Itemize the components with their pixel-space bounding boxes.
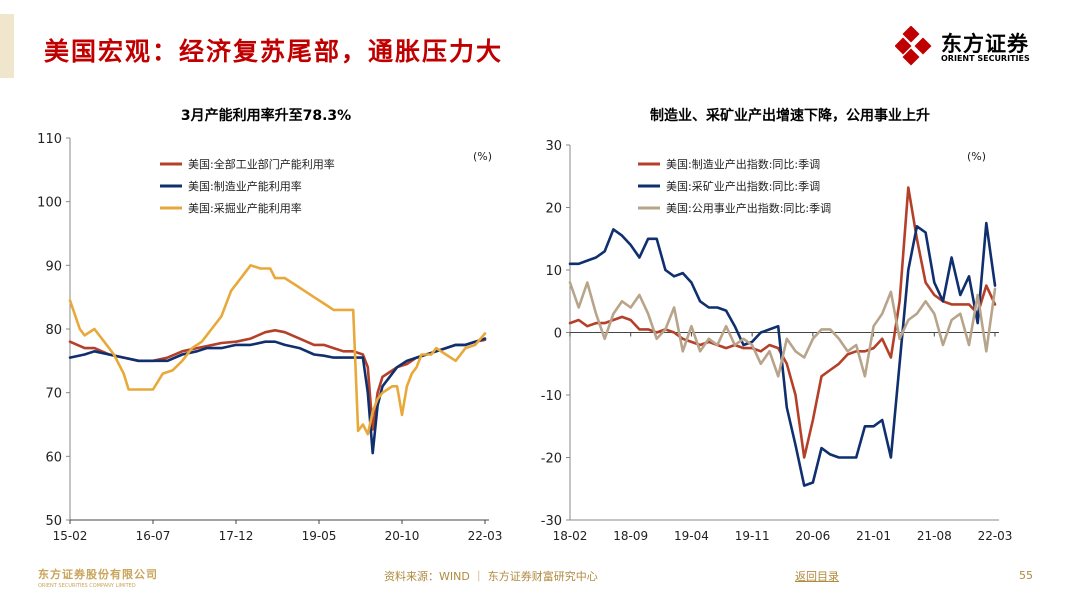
x-tick-label: 22-03 (978, 529, 1013, 543)
y-tick-label: 90 (45, 259, 62, 274)
x-tick-label: 19-04 (674, 529, 709, 543)
footer-company-en: ORIENT SECURITIES COMPANY LIMITED (38, 583, 136, 589)
y-tick-label: -10 (541, 389, 562, 404)
series-line-2 (68, 264, 487, 436)
chart-title: 3月产能利用率升至78.3% (181, 107, 351, 124)
series-line-0 (568, 186, 997, 459)
unit-label: (%) (967, 150, 986, 163)
data-source: 资料来源：WIND ｜ 东方证券财富研究中心 (384, 570, 598, 583)
y-tick-label: 110 (37, 132, 62, 147)
x-tick-label: 18-02 (553, 529, 588, 543)
legend-label-0: 美国:制造业产出指数:同比:季调 (666, 157, 820, 171)
y-tick-label: 0 (554, 327, 562, 342)
back-to-contents-link[interactable]: 返回目录 (795, 570, 839, 583)
y-tick-label: 20 (545, 202, 562, 217)
chart-title: 制造业、采矿业产出增速下降，公用事业上升 (650, 107, 930, 124)
legend-label-0: 美国:全部工业部门产能利用率 (188, 157, 335, 171)
legend-label-2: 美国:公用事业产出指数:同比:季调 (666, 201, 831, 215)
y-tick-label: -20 (541, 452, 562, 467)
x-tick-label: 19-11 (735, 529, 770, 543)
series-line-2 (568, 281, 997, 378)
x-tick-label: 17-12 (219, 529, 254, 543)
y-tick-label: 10 (545, 264, 562, 279)
x-tick-label: 22-03 (468, 529, 503, 543)
industrial-output-chart: 制造业、采矿业产出增速下降，公用事业上升 -30 -20 -10 0 10 20 30 18-0… (541, 107, 1013, 543)
y-tick-label: 100 (37, 196, 62, 211)
x-tick-label: 16-07 (136, 529, 171, 543)
y-tick-label: 70 (45, 387, 62, 402)
x-tick-label: 20-06 (795, 529, 830, 543)
brand-name-cn: 东方证券 (941, 32, 1029, 56)
y-tick-label: 60 (45, 450, 62, 465)
page-title: 美国宏观：经济复苏尾部，通胀压力大 (44, 37, 504, 66)
brand-logo: 东方证券 ORIENT SECURITIES (893, 26, 1053, 70)
x-tick-label: 20-10 (385, 529, 420, 543)
x-tick-label: 18-09 (613, 529, 648, 543)
legend-label-1: 美国:制造业产能利用率 (188, 179, 302, 193)
series-line-0 (68, 329, 487, 431)
title-accent-bar (0, 14, 14, 78)
x-tick-label: 21-01 (856, 529, 891, 543)
footer-company-cn: 东方证券股份有限公司 (38, 568, 158, 581)
series-line-1 (568, 221, 997, 487)
brand-name-en: ORIENT SECURITIES (941, 54, 1030, 63)
page-number: 55 (1019, 569, 1033, 582)
x-tick-label: 21-08 (917, 529, 952, 543)
x-tick-label: 15-02 (53, 529, 88, 543)
legend-label-1: 美国:采矿业产出指数:同比:季调 (666, 179, 820, 193)
x-tick-label: 19-05 (302, 529, 337, 543)
unit-label: (%) (473, 150, 492, 163)
footer-logo: 东方证券股份有限公司 ORIENT SECURITIES COMPANY LIM… (38, 566, 158, 589)
brand-diamond-icon (895, 26, 932, 66)
legend-label-2: 美国:采掘业产能利用率 (188, 201, 302, 215)
y-tick-label: 80 (45, 323, 62, 338)
y-tick-label: 30 (545, 139, 562, 154)
capacity-utilization-chart: 3月产能利用率升至78.3% 50 60 70 80 90 100 110 15-02 16-07… (37, 107, 503, 543)
y-tick-label: 50 (45, 514, 62, 529)
y-tick-label: -30 (541, 514, 562, 529)
